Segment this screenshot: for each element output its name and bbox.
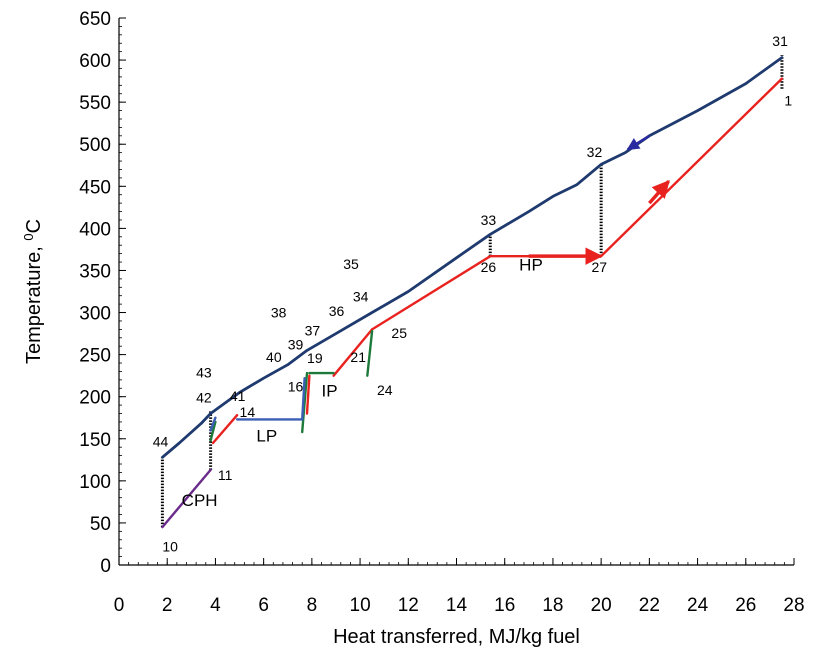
point-label: 44 <box>153 433 169 449</box>
x-tick-label: 24 <box>687 595 709 616</box>
y-tick-label: 300 <box>79 304 111 325</box>
point-label: 14 <box>240 404 256 420</box>
x-tick-label: 26 <box>735 595 756 616</box>
point-label: 36 <box>329 303 345 319</box>
point-label: 33 <box>481 212 497 228</box>
point-label: 1 <box>784 93 792 109</box>
y-tick-label: 350 <box>79 261 111 282</box>
point-label: 19 <box>307 350 323 366</box>
point-label: 26 <box>481 259 497 275</box>
series-evaporator_ip <box>366 329 374 377</box>
point-label: 11 <box>218 467 233 483</box>
series-lp <box>209 416 217 432</box>
point-label: 21 <box>350 349 366 365</box>
series-gas <box>160 56 784 459</box>
point-label: 10 <box>162 539 178 555</box>
y-tick-label: 650 <box>79 9 111 30</box>
point-label: 37 <box>305 322 321 338</box>
y-tick-label: 550 <box>79 93 111 114</box>
series-steam_hp <box>305 374 311 415</box>
y-tick-label: 600 <box>79 51 111 72</box>
series-cph <box>161 468 212 529</box>
point-label: 27 <box>592 259 608 275</box>
section-label: IP <box>322 382 338 401</box>
series-evaporator_ip <box>209 420 217 442</box>
x-tick-label: 0 <box>114 595 125 616</box>
x-tick-label: 28 <box>783 595 804 616</box>
point-label: 32 <box>587 144 603 160</box>
y-tick-label: 200 <box>79 388 111 409</box>
section-label: LP <box>256 426 277 445</box>
series-steam_hp <box>370 77 784 331</box>
axes: 0 50 100 150 200 250 300 350 400 450 500 550 600 650 0… <box>79 9 804 616</box>
x-tick-label: 14 <box>446 595 468 616</box>
point-label: 38 <box>271 305 287 321</box>
x-tick-label: 10 <box>350 595 371 616</box>
y-tick-label: 150 <box>79 430 111 451</box>
x-tick-label: 18 <box>542 595 563 616</box>
point-label: 40 <box>266 349 282 365</box>
x-tick-label: 2 <box>162 595 173 616</box>
point-label: 41 <box>230 388 246 404</box>
flow-arrow <box>648 179 670 205</box>
series-steam_hp <box>211 414 239 445</box>
x-tick-label: 6 <box>258 595 269 616</box>
plot-area <box>160 55 784 529</box>
point-label: 35 <box>343 256 359 272</box>
y-tick-label: 500 <box>79 135 111 156</box>
point-label: 34 <box>353 289 369 305</box>
x-tick-label: 16 <box>494 595 515 616</box>
y-tick-label: 250 <box>79 346 111 367</box>
y-tick-label: 400 <box>79 219 111 240</box>
point-label: 39 <box>288 337 304 353</box>
x-axis-title: Heat transferred, MJ/kg fuel <box>333 626 580 648</box>
x-tick-label: 8 <box>307 595 318 616</box>
series-steam_hp <box>332 328 374 377</box>
y-tick-label: 450 <box>79 177 111 198</box>
point-label: 25 <box>391 325 407 341</box>
point-label: 43 <box>196 364 212 380</box>
x-tick-label: 22 <box>639 595 660 616</box>
y-tick-label: 100 <box>79 472 111 493</box>
y-tick-label: 50 <box>90 514 111 535</box>
y-axis-title-text: Temperature, <box>23 241 45 364</box>
point-label: 42 <box>196 390 212 406</box>
series-lp <box>235 377 306 421</box>
y-axis-title-superscript: 0 <box>21 233 36 240</box>
section-label: CPH <box>182 491 218 510</box>
point-label: 24 <box>377 382 393 398</box>
series-evaporator_ip <box>301 371 309 434</box>
y-tick-label: 0 <box>100 556 111 577</box>
flow-arrow <box>626 134 651 151</box>
x-tick-label: 12 <box>398 595 419 616</box>
y-axis-title-unit: C <box>23 219 45 233</box>
y-axis-title: Temperature, 0C <box>21 219 46 364</box>
x-tick-label: 20 <box>591 595 612 616</box>
x-tick-label: 4 <box>210 595 221 616</box>
point-label: 16 <box>288 379 304 395</box>
section-label: HP <box>519 255 543 274</box>
point-label: 31 <box>772 33 788 49</box>
